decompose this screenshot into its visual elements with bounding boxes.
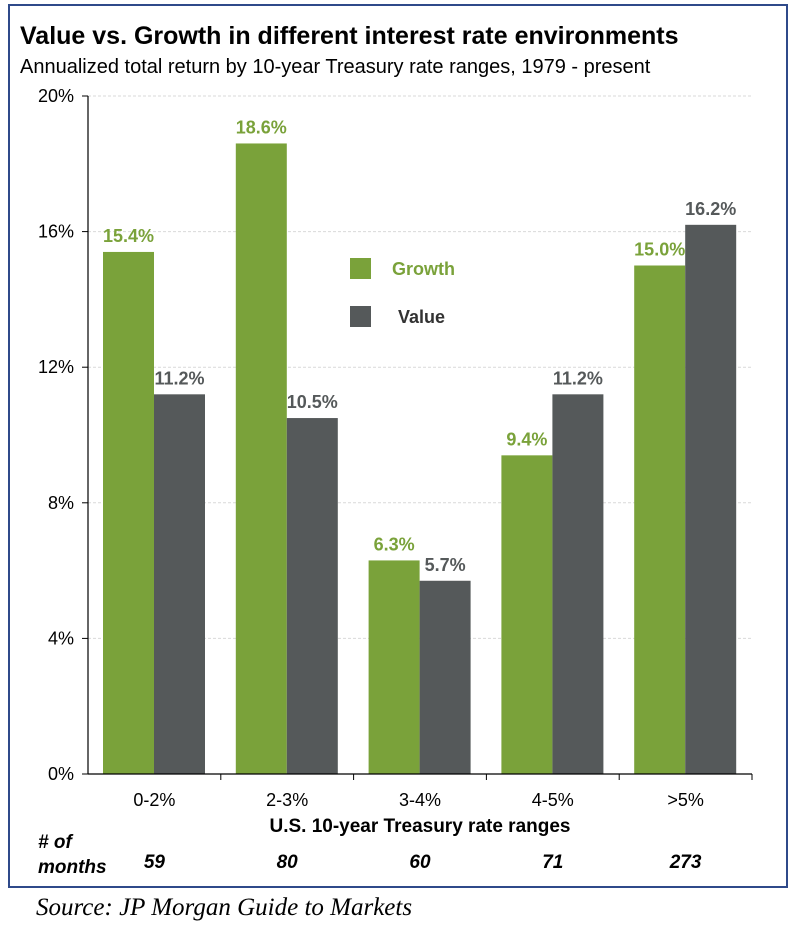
bar-growth bbox=[634, 265, 686, 774]
data-label-growth: 9.4% bbox=[506, 429, 547, 449]
x-tick-label: 2-3% bbox=[266, 790, 308, 810]
months-value: 59 bbox=[143, 852, 165, 873]
months-value: 80 bbox=[276, 852, 298, 873]
months-value: 273 bbox=[669, 852, 702, 873]
y-tick-label: 20% bbox=[38, 86, 74, 106]
data-label-value: 10.5% bbox=[287, 392, 338, 412]
legend-label-value: Value bbox=[398, 307, 445, 327]
bar-value bbox=[154, 394, 205, 774]
data-label-value: 5.7% bbox=[425, 555, 466, 575]
x-tick-label: 4-5% bbox=[532, 790, 574, 810]
bar-growth bbox=[368, 560, 420, 774]
legend-swatch-value bbox=[350, 306, 371, 327]
data-label-growth: 15.0% bbox=[634, 240, 685, 260]
data-label-growth: 18.6% bbox=[236, 117, 287, 137]
x-tick-label: 3-4% bbox=[399, 790, 441, 810]
bar-growth bbox=[501, 455, 553, 774]
bar-growth bbox=[235, 143, 287, 774]
x-axis-label: U.S. 10-year Treasury rate ranges bbox=[269, 816, 571, 837]
months-value: 71 bbox=[542, 852, 564, 873]
x-tick-label: >5% bbox=[667, 790, 704, 810]
data-label-value: 11.2% bbox=[553, 368, 603, 388]
legend-label-growth: Growth bbox=[392, 259, 455, 279]
data-label-growth: 15.4% bbox=[103, 226, 154, 246]
months-value: 60 bbox=[409, 852, 431, 873]
x-tick-label: 0-2% bbox=[133, 790, 175, 810]
months-label: # of months bbox=[38, 832, 107, 878]
bar-value bbox=[685, 224, 737, 774]
chart-title: Value vs. Growth in different interest r… bbox=[20, 22, 679, 50]
source-note: Source: JP Morgan Guide to Markets bbox=[36, 894, 413, 921]
data-label-growth: 6.3% bbox=[374, 534, 415, 554]
bar-growth bbox=[103, 251, 154, 774]
y-tick-label: 16% bbox=[38, 222, 74, 242]
legend-swatch-growth bbox=[350, 258, 371, 279]
data-label-value: 11.2% bbox=[154, 368, 204, 388]
y-tick-label: 0% bbox=[48, 764, 74, 784]
bar-value bbox=[552, 394, 604, 774]
bar-value bbox=[286, 418, 338, 774]
data-label-value: 16.2% bbox=[685, 199, 736, 219]
y-tick-label: 4% bbox=[48, 628, 74, 648]
y-tick-label: 12% bbox=[38, 357, 74, 377]
chart-subtitle: Annualized total return by 10-year Treas… bbox=[20, 56, 651, 78]
bar-value bbox=[419, 580, 471, 774]
y-tick-label: 8% bbox=[48, 493, 74, 513]
